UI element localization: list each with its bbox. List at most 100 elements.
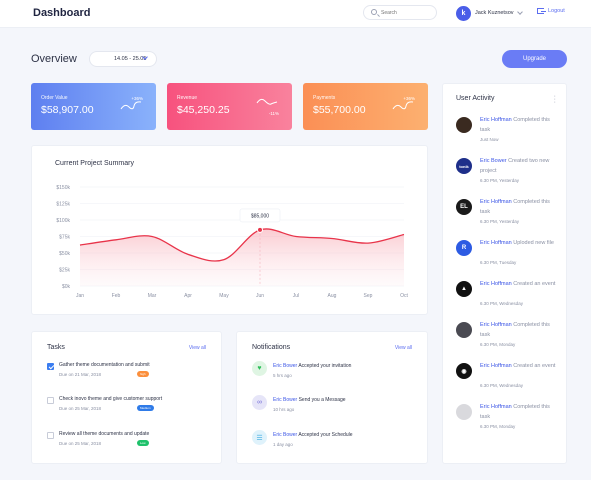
chart-title: Current Project Summary	[55, 160, 134, 167]
activity-text: Eric Hoffman Completed this task	[480, 116, 560, 135]
notification-time: 10 hrs ago	[273, 407, 295, 412]
logout-label: Logout	[548, 8, 565, 14]
tooltip-box	[239, 208, 281, 223]
activity-time: 6.30 PM, Yesterday	[480, 178, 520, 183]
date-range-select[interactable]: 14.05 - 25.05	[89, 51, 157, 67]
activity-message: Completed this task	[480, 199, 550, 215]
stat-card-payments: Payments $55,700.00 +36%	[303, 83, 428, 130]
stat-change: +36%	[131, 96, 143, 101]
tasks-title: Tasks	[47, 344, 65, 351]
date-range-value: 14.05 - 25.05	[114, 56, 147, 62]
activity-time: 6.30 PM, Monday	[480, 424, 516, 429]
task-checkbox[interactable]	[47, 397, 54, 404]
activity-text: Eric Hoffman Completed this task	[480, 321, 560, 340]
x-tick-label: Apr	[184, 293, 192, 299]
top-bar: Dashboard k Jack Kuznetsov Logout	[0, 0, 591, 28]
activity-title: User Activity	[456, 95, 495, 102]
user-activity-card: User Activity · · · Eric Hoffman Completed…	[442, 83, 567, 464]
upgrade-button[interactable]: Upgrade	[502, 50, 567, 68]
user-menu[interactable]: k Jack Kuznetsov	[456, 5, 523, 21]
user-name: Jack Kuznetsov	[475, 10, 514, 16]
activity-user-name: Eric Hoffman	[480, 363, 512, 369]
notification-text: Eric Bower Accepted your Schedule	[273, 432, 353, 438]
activity-message: Created an event	[513, 281, 556, 287]
sparkline-icon	[392, 101, 414, 110]
activity-text: Eric Hoffman Completed this task	[480, 403, 560, 422]
activity-message: Completed this task	[480, 404, 550, 420]
sparkline-icon	[256, 98, 278, 105]
x-tick-label: Jan	[76, 293, 84, 299]
avatar	[456, 404, 472, 420]
x-tick-label: Oct	[400, 293, 408, 299]
project-summary-chart: $150k $125k $100k $75k $50k $25k $0k Jan Feb Mar A…	[56, 185, 408, 299]
notifications-view-all-link[interactable]: View all	[394, 345, 412, 351]
activity-user-name: Eric Bower	[480, 158, 507, 164]
activity-time: 6.30 PM, Monday	[480, 342, 516, 347]
activity-message: Created two new project	[480, 158, 550, 174]
activity-text: Eric Bower Created two new project	[480, 157, 560, 176]
tasks-view-all-link[interactable]: View all	[188, 345, 206, 351]
tooltip-label: $85,000	[251, 213, 269, 219]
logout-icon	[537, 8, 546, 14]
task-title: Review all theme documents and update	[59, 431, 150, 437]
avatar: ▲	[456, 281, 472, 297]
activity-time: 6.30 PM, Tuesday	[480, 260, 517, 265]
search-input[interactable]	[381, 8, 433, 18]
avatar: R	[456, 240, 472, 256]
stat-value: $55,700.00	[313, 104, 366, 116]
stat-card-order-value: Order Value $58,907.00 +36%	[31, 83, 156, 130]
avatar: EL	[456, 199, 472, 215]
search-icon	[371, 9, 377, 15]
notification-name: Eric Bower	[273, 432, 298, 438]
x-tick-label: Jul	[293, 293, 299, 299]
notification-message: Accepted your invitation	[298, 363, 352, 369]
stat-label: Order Value	[41, 95, 68, 101]
brand-title: Dashboard	[33, 7, 91, 19]
task-checkbox[interactable]	[47, 432, 54, 439]
notification-time: 1 day ago	[273, 442, 293, 447]
activity-text: Eric Hoffman Uploded new file	[480, 239, 560, 249]
tasks-card: Tasks View all Gather theme documentatio…	[31, 331, 222, 464]
logout-link[interactable]: Logout	[537, 8, 565, 14]
activity-time: 6.30 PM, Wednesday	[480, 301, 523, 306]
search-box[interactable]	[363, 5, 437, 20]
project-summary-card: Current Project Summary $150k $125k $100k $…	[31, 145, 428, 315]
x-tick-label: May	[219, 293, 229, 299]
activity-user-name: Eric Hoffman	[480, 322, 512, 328]
data-point	[257, 226, 263, 233]
task-title: Check inovo theme and give customer supp…	[59, 396, 163, 402]
activity-text: Eric Hoffman Created an event	[480, 362, 560, 372]
stat-change: +36%	[403, 96, 415, 101]
avatar: k	[456, 5, 471, 21]
notification-message: Accepted your Schedule	[298, 432, 353, 438]
more-options-icon[interactable]: · · ·	[553, 93, 556, 106]
x-tick-label: Feb	[112, 293, 121, 299]
stat-card-revenue: Revenue $45,250.25 -11%	[167, 83, 292, 130]
avatar: ◉	[456, 363, 472, 379]
activity-message: Uploded new file	[513, 240, 554, 246]
task-due: Due on 25 Mar, 2018	[59, 406, 102, 411]
chevron-down-icon	[516, 9, 523, 15]
task-due: Due on 21 Mar, 2018	[59, 372, 102, 377]
task-due: Due on 25 Mar, 2018	[59, 441, 102, 446]
notification-text: Eric Bower Accepted your invitation	[273, 363, 351, 369]
task-checkbox[interactable]	[47, 363, 54, 370]
notification-time: 5 hrs ago	[273, 373, 292, 378]
x-tick-label: Sep	[364, 293, 373, 299]
y-tick-label: $125k	[56, 202, 70, 208]
priority-badge: Medium	[137, 405, 154, 411]
series-area	[80, 228, 404, 286]
y-tick-label: $100k	[56, 218, 70, 224]
notification-name: Eric Bower	[273, 363, 298, 369]
priority-badge: high	[137, 371, 149, 377]
notification-text: Eric Bower Send you a Message	[273, 397, 346, 403]
activity-text: Eric Hoffman Completed this task	[480, 198, 560, 217]
y-tick-label: $150k	[56, 185, 70, 191]
stat-label: Revenue	[177, 95, 198, 101]
avatar: tonik	[456, 158, 472, 174]
notifications-card: Notifications View all ♥ Eric Bower Acce…	[236, 331, 428, 464]
task-title: Gather theme documentation and submit	[59, 362, 150, 368]
stat-change: -11%	[268, 111, 279, 116]
activity-text: Eric Hoffman Created an event	[480, 280, 560, 290]
stat-value: $45,250.25	[177, 104, 230, 116]
